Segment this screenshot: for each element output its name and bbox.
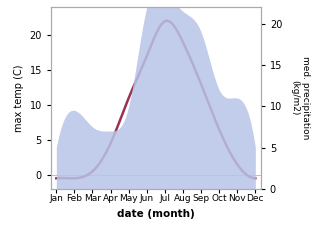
Y-axis label: max temp (C): max temp (C) (14, 64, 24, 132)
Y-axis label: med. precipitation
(kg/m2): med. precipitation (kg/m2) (291, 56, 310, 140)
X-axis label: date (month): date (month) (117, 209, 195, 219)
